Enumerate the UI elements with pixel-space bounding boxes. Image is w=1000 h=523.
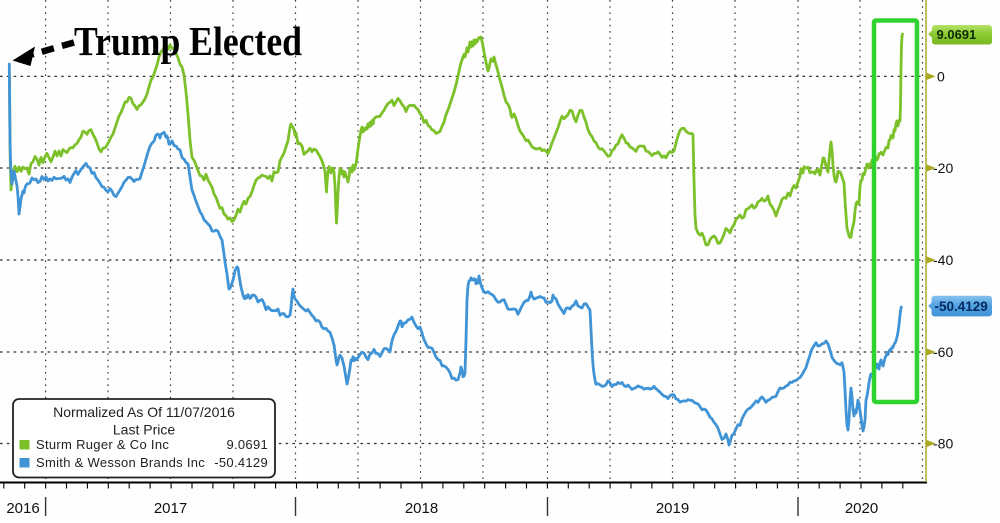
svg-text:Trump Elected: Trump Elected	[74, 18, 302, 64]
svg-text:2016: 2016	[6, 500, 39, 517]
svg-text:2019: 2019	[656, 500, 689, 517]
svg-text:Sturm Ruger & Co Inc: Sturm Ruger & Co Inc	[36, 437, 169, 452]
svg-text:-40: -40	[933, 252, 953, 268]
svg-text:-50.4129: -50.4129	[935, 299, 988, 314]
svg-text:Smith & Wesson Brands Inc: Smith & Wesson Brands Inc	[36, 455, 205, 470]
svg-text:Last Price: Last Price	[113, 422, 175, 438]
svg-text:2020: 2020	[845, 500, 878, 517]
svg-text:Normalized As Of 11/07/2016: Normalized As Of 11/07/2016	[53, 404, 235, 420]
svg-text:2017: 2017	[154, 500, 187, 517]
svg-text:-80: -80	[933, 436, 953, 452]
svg-text:-20: -20	[933, 160, 953, 176]
svg-text:9.0691: 9.0691	[937, 27, 977, 42]
svg-text:9.0691: 9.0691	[226, 437, 268, 452]
svg-text:0: 0	[937, 68, 945, 84]
svg-text:2018: 2018	[405, 500, 438, 517]
svg-text:-50.4129: -50.4129	[214, 455, 268, 470]
svg-text:-60: -60	[933, 344, 953, 360]
